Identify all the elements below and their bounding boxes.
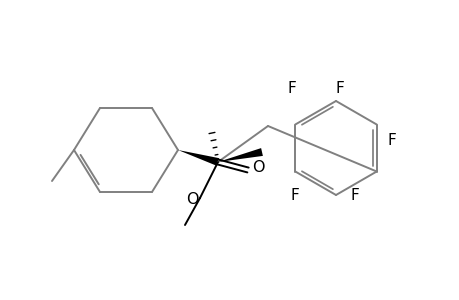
Text: F: F [387, 133, 396, 148]
Polygon shape [218, 148, 262, 162]
Text: O: O [251, 160, 263, 175]
Text: F: F [290, 188, 299, 202]
Text: F: F [350, 188, 358, 202]
Text: F: F [287, 80, 296, 95]
Polygon shape [178, 150, 218, 166]
Text: F: F [335, 80, 344, 95]
Text: O: O [185, 193, 198, 208]
